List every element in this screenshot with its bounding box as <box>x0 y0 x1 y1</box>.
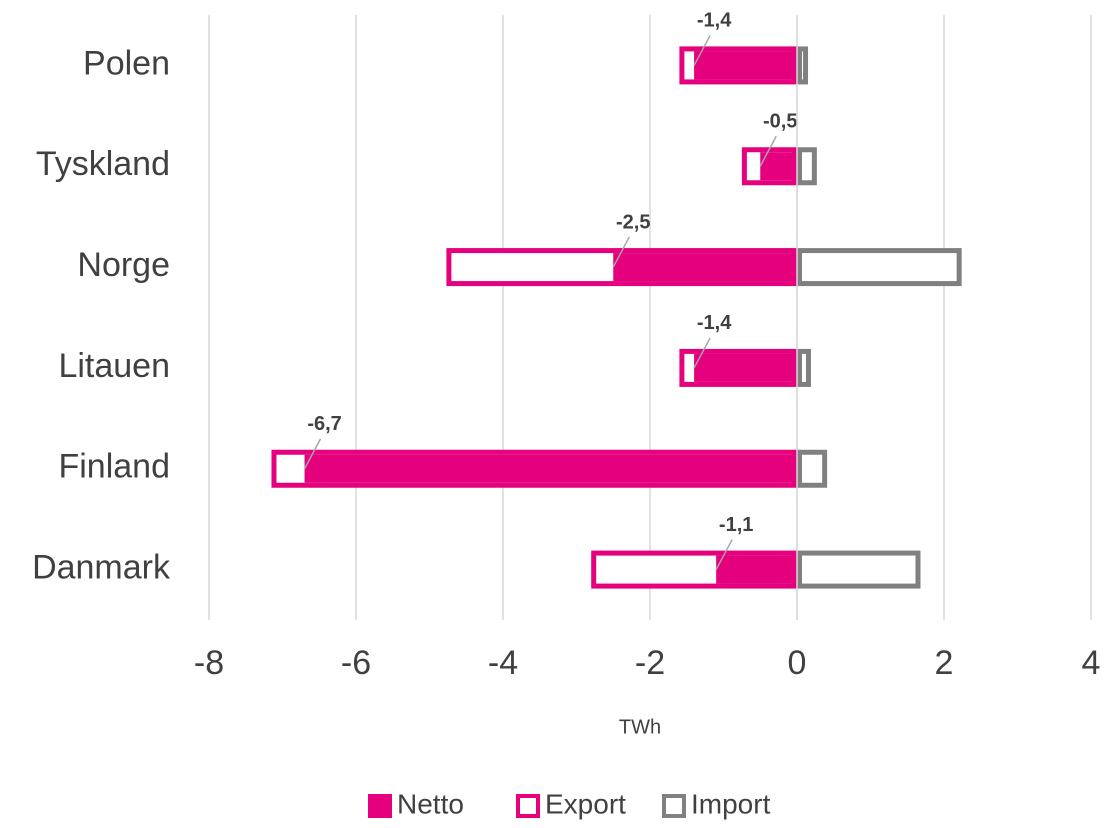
x-tick-label: -8 <box>194 644 224 682</box>
x-tick-label: -4 <box>488 644 518 682</box>
x-tick-label: -2 <box>635 644 665 682</box>
x-axis-label: TWh <box>619 716 661 738</box>
y-tick-label: Tyskland <box>36 145 170 183</box>
bar <box>797 348 811 387</box>
legend-label: Netto <box>397 788 464 819</box>
data-label: -2,5 <box>616 211 650 233</box>
legend-label: Export <box>545 788 626 819</box>
bar <box>760 152 797 181</box>
bar <box>797 46 809 85</box>
bar <box>797 449 828 488</box>
y-tick-label: Litauen <box>58 347 170 385</box>
leader-line <box>693 35 711 66</box>
x-tick-label: 0 <box>788 644 807 682</box>
y-tick-label: Polen <box>83 44 170 82</box>
data-label: -6,7 <box>307 413 341 435</box>
data-label: -1,1 <box>719 514 753 536</box>
bar <box>694 51 797 80</box>
bar <box>694 353 797 382</box>
data-label: -1,4 <box>697 10 732 32</box>
bar <box>797 550 921 589</box>
leader-line <box>612 236 630 268</box>
y-tick-label: Danmark <box>32 549 171 587</box>
bar <box>797 147 817 186</box>
bar <box>797 248 962 287</box>
x-tick-label: 2 <box>935 644 954 682</box>
bar <box>716 555 797 584</box>
leader-line <box>693 337 711 369</box>
legend-swatch <box>368 794 392 818</box>
legend-swatch <box>516 794 540 818</box>
y-tick-label: Finland <box>58 448 170 486</box>
legend-swatch <box>662 794 686 818</box>
x-tick-label: -6 <box>341 644 371 682</box>
bar <box>304 454 797 483</box>
data-label: -0,5 <box>763 111 797 133</box>
leader-line <box>715 539 733 570</box>
leader-line <box>303 438 322 470</box>
y-tick-label: Norge <box>77 246 170 284</box>
data-label: -1,4 <box>697 312 732 334</box>
leader-line <box>759 135 777 167</box>
bar <box>613 253 797 282</box>
legend-label: Import <box>691 788 771 819</box>
x-tick-label: 4 <box>1082 644 1101 682</box>
